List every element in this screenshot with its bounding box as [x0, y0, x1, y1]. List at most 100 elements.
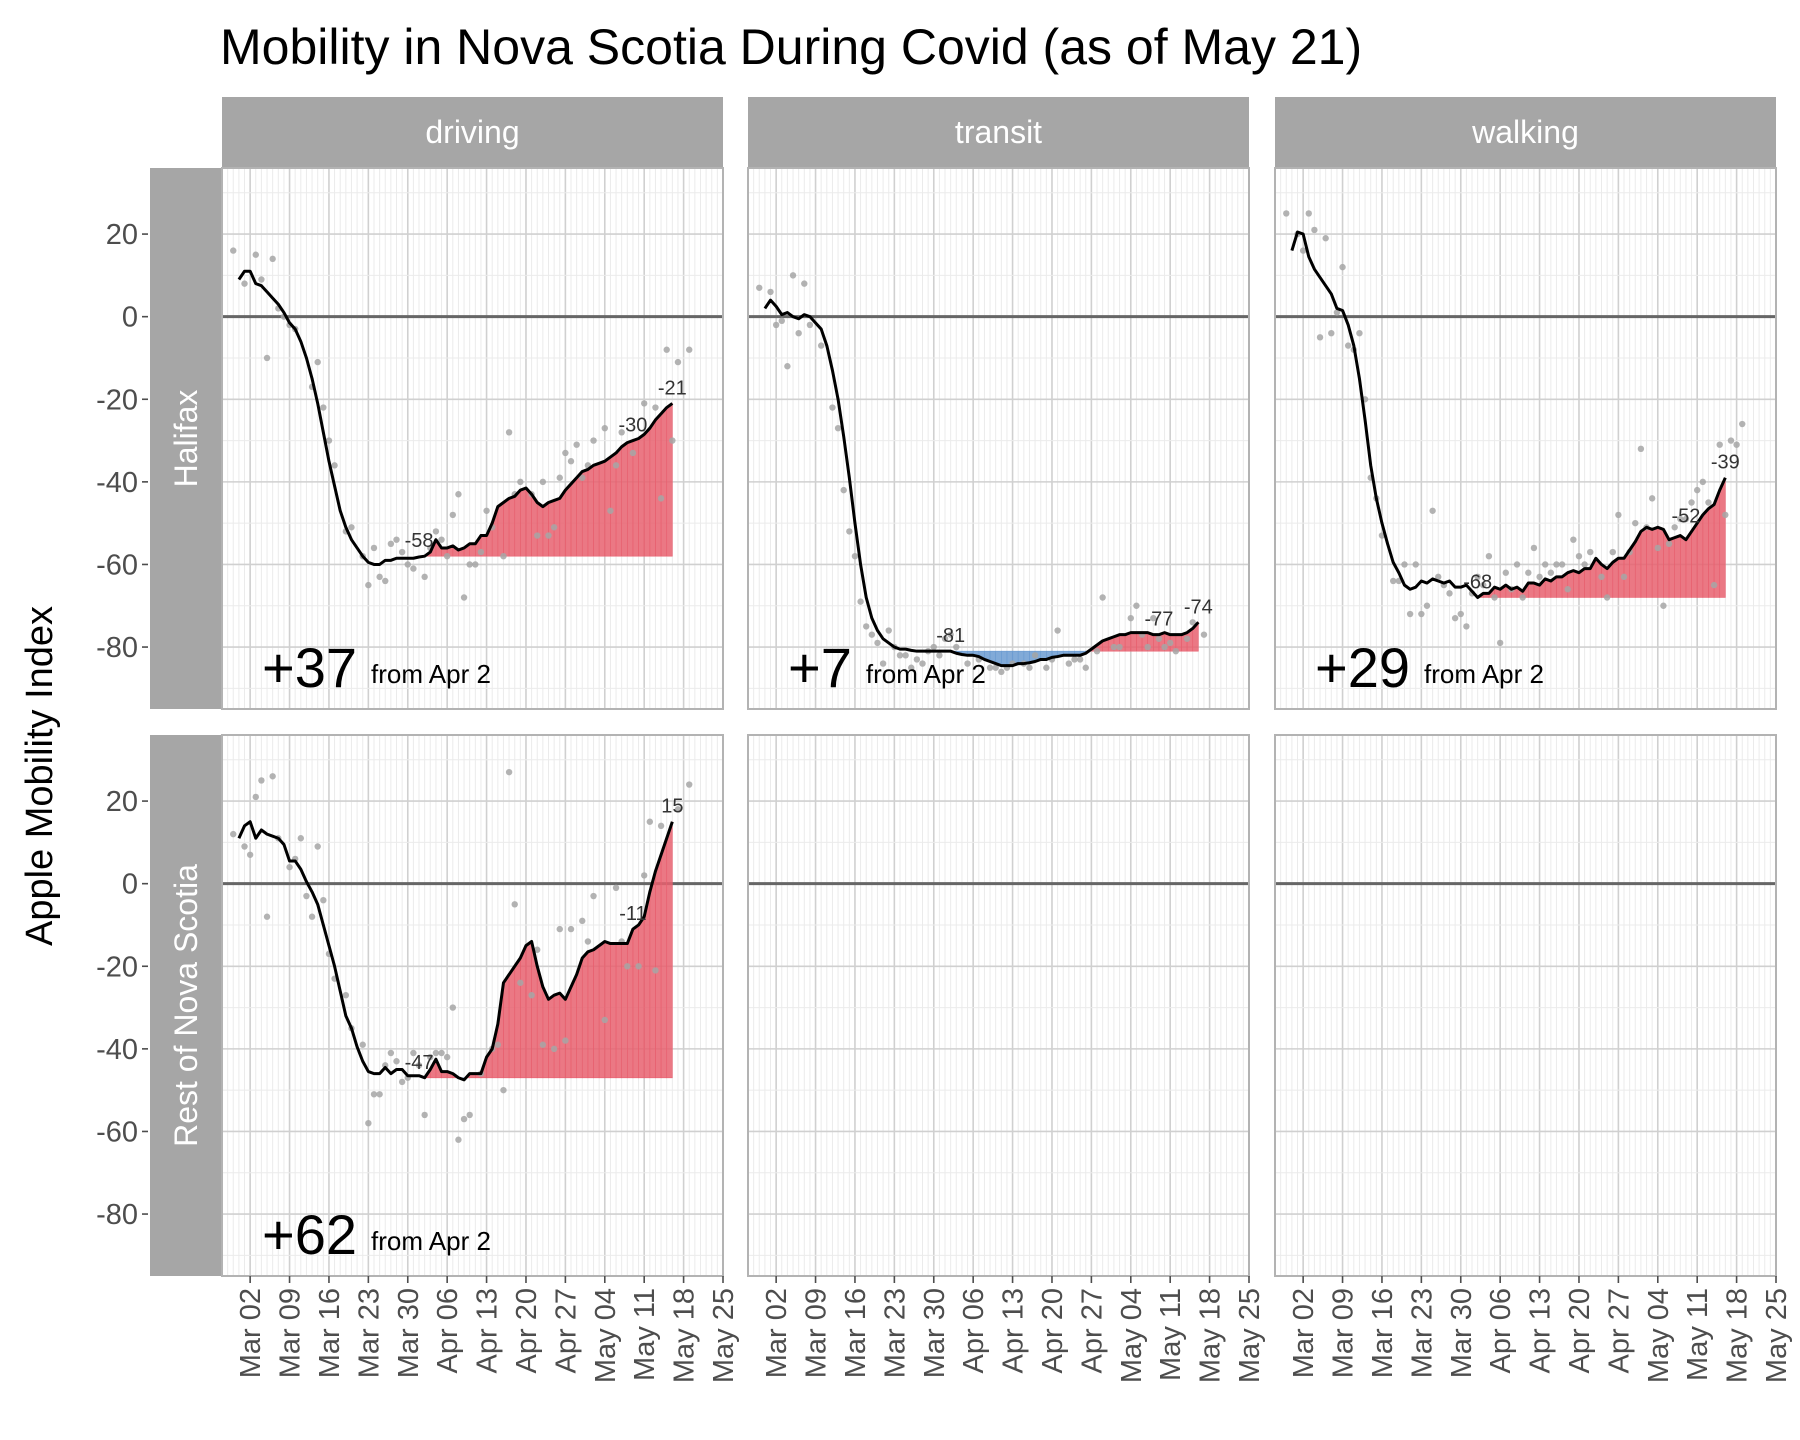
data-point	[1429, 507, 1436, 514]
x-tick-label: Mar 02	[235, 1288, 267, 1378]
data-point	[404, 561, 411, 568]
value-label: -21	[658, 377, 687, 399]
data-point	[567, 925, 575, 933]
value-label: -30	[618, 415, 647, 437]
facet-panel	[1274, 735, 1777, 1276]
panel-background	[1275, 168, 1776, 709]
column-strip-label: walking	[1471, 114, 1579, 150]
change-area	[1640, 526, 1647, 598]
data-point	[1558, 561, 1566, 568]
data-point	[230, 830, 237, 838]
x-tick-label: Apr 20	[511, 1288, 543, 1373]
x-tick-label: May 25	[708, 1288, 740, 1383]
data-point	[941, 635, 949, 642]
data-point	[1615, 511, 1622, 519]
data-point	[601, 424, 608, 432]
data-point	[556, 925, 563, 933]
change-area	[570, 476, 577, 557]
panel-border	[747, 167, 1250, 710]
x-tick-label: May 25	[1234, 1288, 1266, 1383]
change-from-label: from Apr 2	[371, 1226, 491, 1256]
data-point	[1525, 569, 1532, 576]
change-area	[469, 543, 476, 557]
data-point	[1716, 441, 1723, 448]
data-point	[550, 524, 558, 531]
change-area	[598, 940, 606, 1079]
row-strip-label: Halifax	[168, 390, 204, 488]
panel-series-driving: -47 -11 15 +62 from Apr 2	[230, 768, 693, 1266]
change-value: +37	[262, 636, 357, 699]
data-point	[1071, 656, 1078, 663]
panel-background	[748, 168, 1249, 709]
change-area	[581, 951, 589, 1079]
data-point	[834, 424, 842, 432]
data-point	[1401, 561, 1408, 568]
change-area	[536, 501, 544, 557]
data-point	[1682, 515, 1690, 523]
data-point	[863, 623, 870, 630]
data-point	[1283, 210, 1290, 217]
facet-panel	[747, 168, 1250, 709]
data-point	[1054, 627, 1061, 634]
data-point	[1412, 561, 1419, 568]
change-area	[666, 821, 673, 1079]
data-point	[998, 668, 1005, 676]
data-point	[449, 511, 456, 519]
x-tick-label: Apr 13	[998, 1288, 1030, 1373]
data-point	[269, 255, 276, 263]
data-point	[1418, 610, 1425, 618]
change-from-label: from Apr 2	[1424, 659, 1544, 689]
data-point	[370, 1091, 378, 1098]
data-point	[517, 979, 524, 986]
data-point	[964, 660, 971, 667]
change-area	[627, 928, 634, 1079]
change-area	[1584, 568, 1591, 598]
x-tick-label: May 11	[1155, 1288, 1187, 1381]
x-tick-label: Apr 13	[1525, 1288, 1557, 1373]
change-area	[1685, 530, 1692, 598]
data-point	[258, 276, 265, 283]
x-tick-label: Apr 20	[1564, 1288, 1596, 1373]
change-area	[553, 992, 561, 1079]
data-point	[879, 660, 887, 667]
data-point	[778, 317, 785, 325]
data-point	[258, 777, 265, 784]
data-point	[902, 652, 909, 659]
data-point	[1609, 548, 1616, 556]
data-point	[1076, 656, 1084, 663]
data-point	[624, 963, 631, 970]
data-point	[494, 1041, 502, 1048]
data-point	[241, 843, 248, 850]
change-area	[593, 462, 600, 557]
change-area	[525, 940, 532, 1079]
data-point	[1603, 594, 1611, 601]
data-point	[674, 358, 682, 366]
data-point	[817, 342, 825, 349]
data-point	[472, 561, 479, 568]
data-point	[1575, 552, 1583, 560]
data-point	[314, 843, 321, 850]
data-point	[784, 363, 791, 370]
data-point	[640, 872, 648, 879]
change-area	[520, 487, 527, 557]
change-area	[503, 973, 510, 1079]
change-area	[593, 945, 600, 1079]
data-point	[1446, 590, 1453, 597]
change-area	[1651, 526, 1659, 598]
data-point	[1519, 594, 1526, 601]
change-area	[1691, 522, 1698, 598]
x-tick-label: Mar 02	[761, 1288, 793, 1378]
data-point	[1026, 664, 1033, 671]
change-area	[587, 464, 594, 557]
data-point	[1581, 561, 1588, 568]
data-point	[1733, 441, 1740, 448]
data-point	[1299, 247, 1307, 254]
y-tick-label: -60	[96, 1116, 138, 1148]
data-point	[674, 806, 682, 813]
data-point	[1065, 660, 1073, 667]
x-tick-label: Apr 27	[1076, 1288, 1108, 1373]
value-label: -77	[1144, 609, 1173, 631]
data-point	[635, 963, 642, 970]
data-point	[1553, 561, 1560, 568]
